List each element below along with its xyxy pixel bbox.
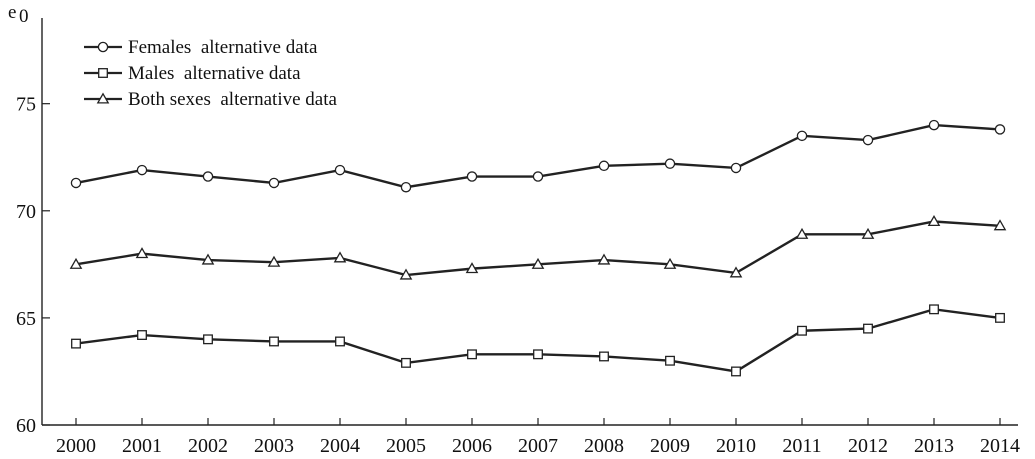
series-square	[71, 304, 1005, 377]
data-point-triangle	[267, 255, 281, 267]
y-tick-label: 60	[16, 415, 36, 437]
x-tick-label: 2013	[914, 435, 954, 457]
data-point-triangle	[927, 214, 941, 227]
x-tick-label: 2012	[848, 435, 888, 457]
data-point-circle	[598, 160, 610, 172]
data-point-triangle	[465, 262, 479, 274]
data-point-triangle	[663, 257, 677, 269]
x-tick-label: 2010	[716, 435, 756, 457]
data-point-square	[797, 325, 807, 336]
data-point-square	[599, 351, 609, 362]
data-point-circle	[202, 171, 214, 182]
data-point-circle	[664, 158, 676, 169]
data-point-square	[731, 366, 741, 377]
x-tick-label: 2014	[980, 435, 1020, 457]
legend-marker-triangle	[96, 92, 110, 104]
x-tick-label: 2009	[650, 435, 690, 457]
data-point-square	[137, 330, 147, 340]
data-point-square	[995, 312, 1005, 323]
y-tick-label: 65	[16, 308, 36, 330]
data-point-square	[335, 336, 345, 347]
legend-item-circle: Females alternative data	[84, 37, 318, 58]
data-point-circle	[532, 171, 544, 182]
data-point-triangle	[333, 251, 347, 263]
legend-label: Males alternative data	[128, 63, 301, 84]
x-tick-label: 2006	[452, 435, 492, 457]
x-tick-label: 2008	[584, 435, 624, 457]
x-tick-label: 2005	[386, 435, 426, 457]
data-point-square	[71, 338, 81, 349]
legend-label: Both sexes alternative data	[128, 89, 337, 110]
x-tick-label: 2001	[122, 435, 162, 457]
data-point-circle	[136, 164, 148, 176]
series-layer	[69, 119, 1007, 377]
data-point-circle	[730, 162, 742, 174]
y-tick-label: 75	[16, 94, 36, 116]
data-point-triangle	[729, 266, 743, 278]
data-point-triangle	[201, 253, 215, 265]
legend-marker-square	[98, 68, 108, 78]
data-point-circle	[70, 177, 82, 189]
data-point-triangle	[69, 257, 83, 269]
legend-label: Females alternative data	[128, 37, 318, 58]
legend-item-square: Males alternative data	[84, 63, 301, 84]
legend-marker-circle	[97, 41, 109, 53]
data-point-circle	[928, 119, 940, 131]
data-point-circle	[400, 181, 412, 193]
data-point-circle	[268, 177, 280, 189]
y-tick-label: 70	[16, 201, 36, 223]
data-point-square	[467, 349, 477, 360]
data-point-triangle	[135, 247, 149, 259]
data-point-square	[929, 304, 939, 315]
data-point-triangle	[531, 257, 545, 269]
x-tick-label: 2011	[782, 435, 821, 457]
data-point-circle	[994, 124, 1006, 135]
x-tick-label: 2002	[188, 435, 228, 457]
data-point-circle	[862, 134, 874, 146]
data-point-square	[863, 323, 873, 334]
series-circle	[70, 119, 1006, 193]
legend-item-triangle: Both sexes alternative data	[84, 89, 337, 110]
data-point-circle	[796, 130, 808, 142]
data-point-triangle	[795, 227, 809, 239]
data-point-triangle	[993, 219, 1007, 231]
data-point-circle	[334, 164, 346, 176]
data-point-square	[269, 336, 279, 347]
axis-ticks: 60 65 70 75 2000 2001 2002 2003 2004 2005 2006 2007…	[16, 94, 1020, 457]
data-point-triangle	[597, 253, 611, 265]
legend: Females alternative data Males alternativ…	[84, 37, 337, 110]
data-point-square	[203, 334, 213, 345]
y-axis-label-subscript: 0	[19, 6, 29, 27]
data-point-square	[533, 349, 543, 360]
x-tick-label: 2003	[254, 435, 294, 457]
data-point-triangle	[861, 227, 875, 239]
series-line-square	[75, 308, 1001, 373]
data-point-square	[401, 357, 411, 368]
data-point-circle	[466, 171, 478, 182]
y-axis-label: e	[8, 2, 16, 23]
data-point-square	[665, 355, 675, 366]
x-tick-label: 2007	[518, 435, 558, 457]
x-tick-label: 2004	[320, 435, 360, 457]
data-point-triangle	[399, 268, 413, 280]
series-triangle	[69, 214, 1007, 280]
x-tick-label: 2000	[56, 435, 96, 457]
